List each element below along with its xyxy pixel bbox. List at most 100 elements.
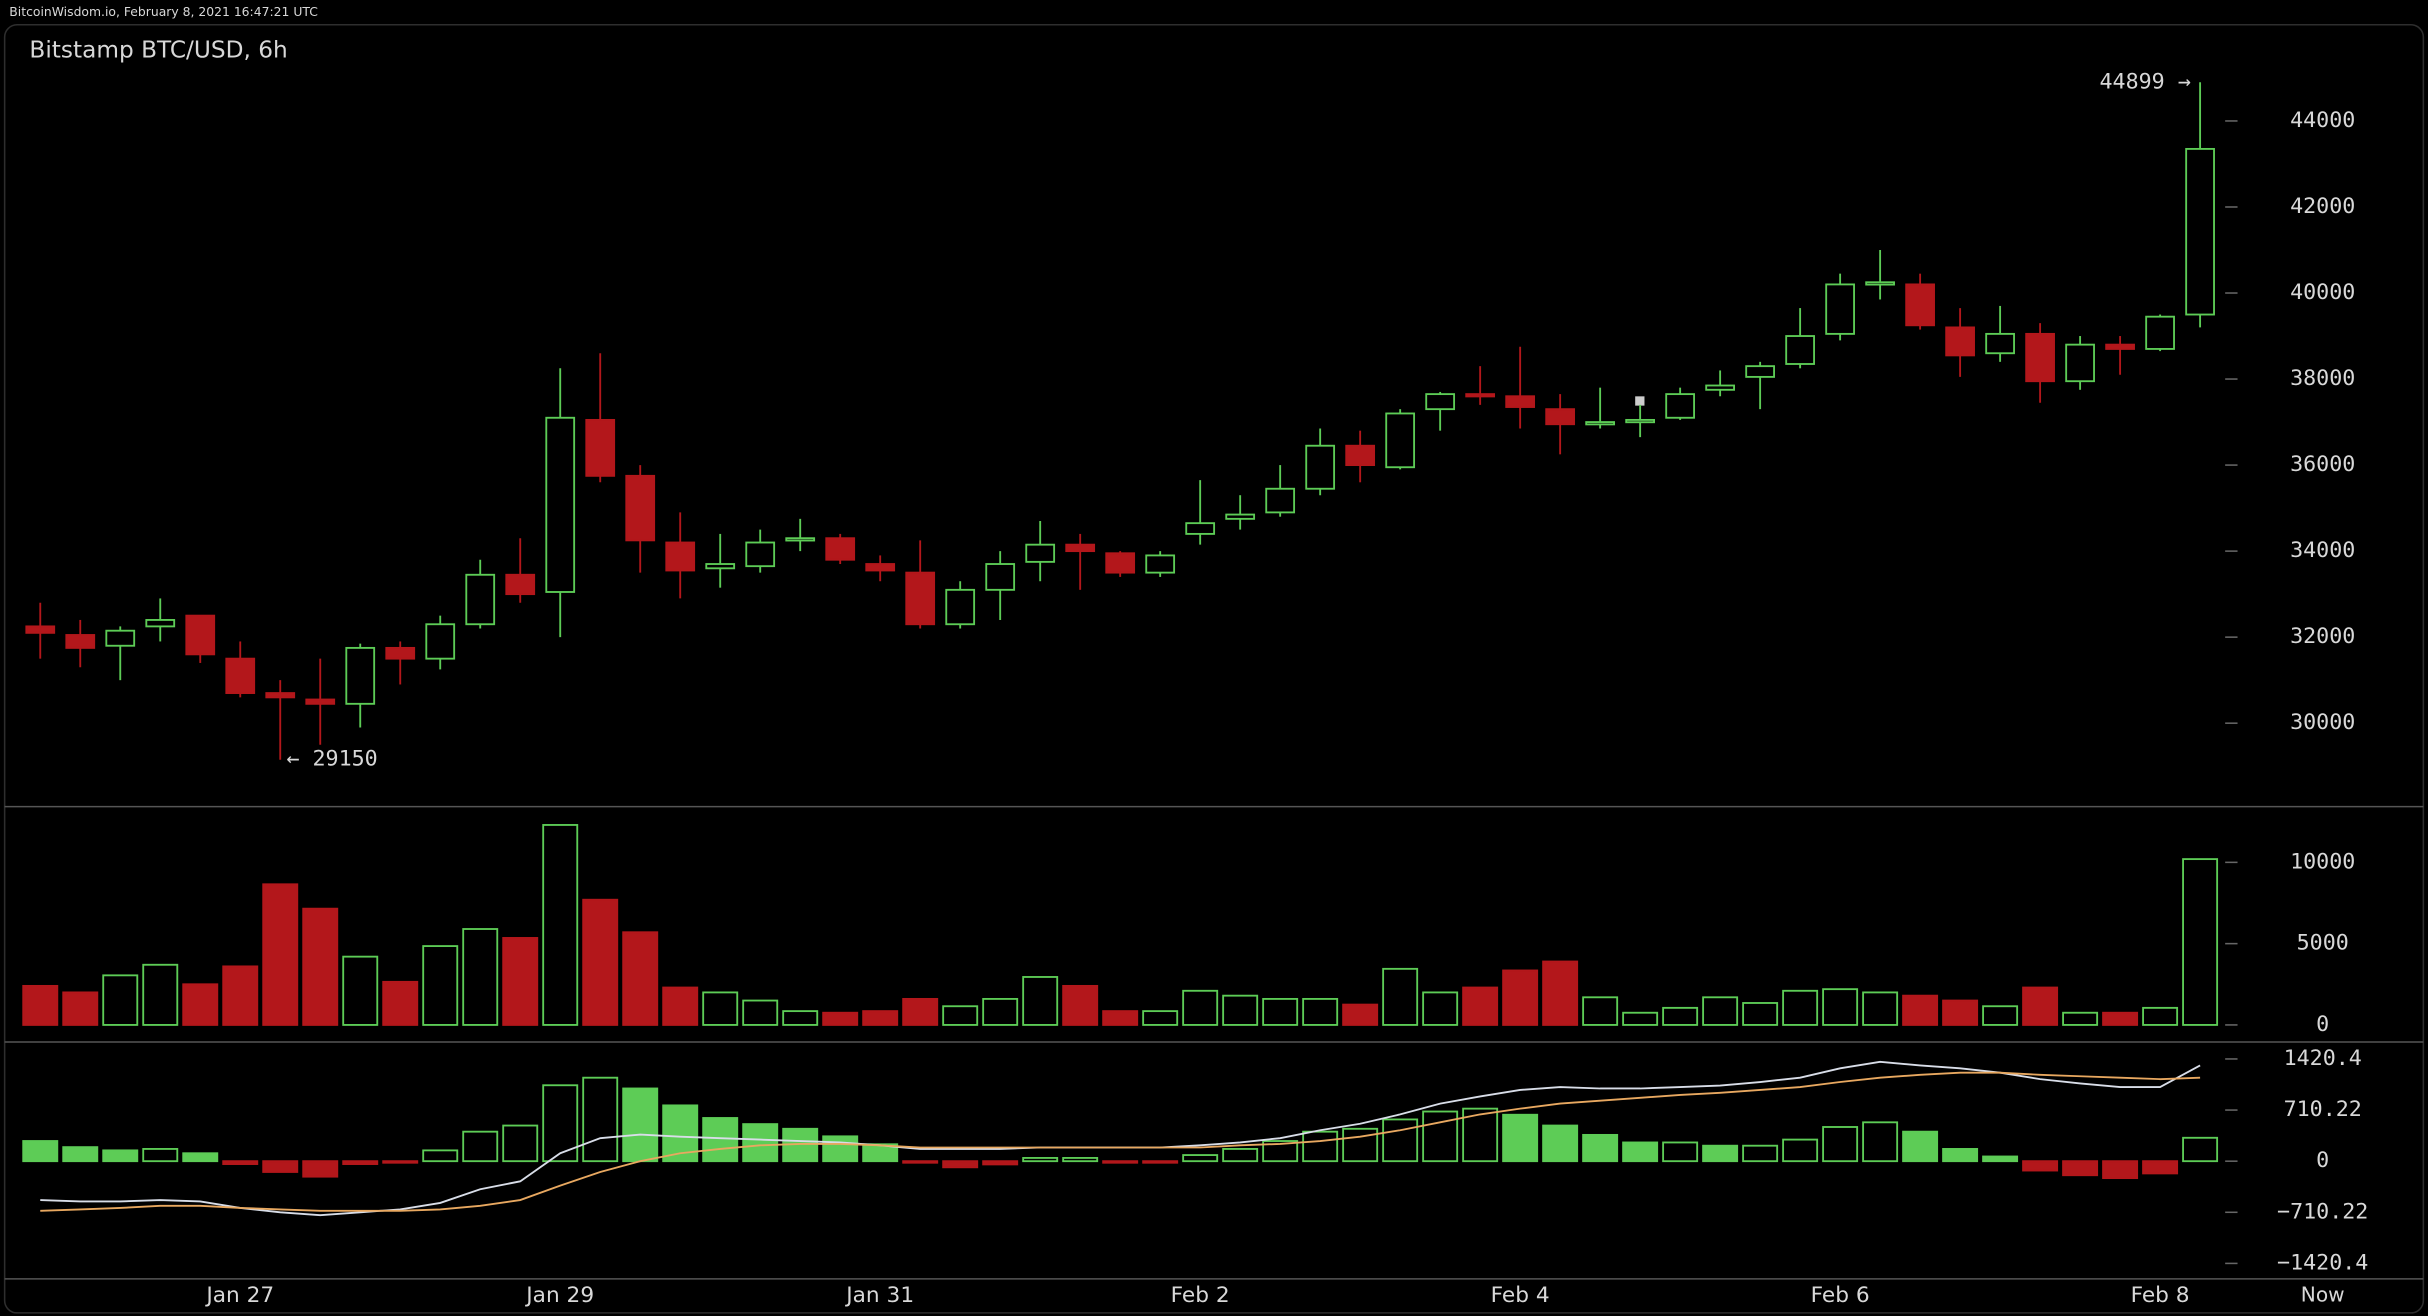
cursor-marker — [1635, 396, 1645, 406]
candle-body — [785, 537, 816, 542]
candle-body — [1585, 421, 1616, 426]
candle-body — [1785, 335, 1815, 365]
macd-histogram-bar — [622, 1087, 659, 1163]
volume-bar — [1062, 984, 1099, 1026]
candle-body — [145, 619, 176, 628]
volume-bar — [502, 937, 539, 1026]
x-end-label: Now — [2301, 1282, 2345, 1306]
candle-body — [1985, 332, 2015, 355]
volume-bar — [62, 991, 99, 1026]
volume-bar — [742, 999, 779, 1026]
header-text: BitcoinWisdom.io, February 8, 2021 16:47… — [9, 5, 318, 19]
x-tick-label: Feb 2 — [1171, 1283, 1230, 1308]
macd-histogram-bar — [2062, 1160, 2099, 1177]
candle-body — [105, 629, 136, 647]
macd-histogram-bar — [1422, 1110, 1459, 1163]
volume-bar — [462, 928, 499, 1026]
volume-bar — [942, 1005, 979, 1026]
candle-body — [625, 474, 656, 542]
candle-body — [585, 418, 616, 477]
volume-bar — [1782, 989, 1819, 1026]
candle-body — [1745, 365, 1775, 378]
volume-bar — [1902, 994, 1939, 1026]
volume-bar — [1622, 1011, 1659, 1026]
x-tick-label: Jan 29 — [524, 1283, 594, 1308]
candle-body — [225, 657, 256, 694]
macd-histogram-bar — [2022, 1160, 2059, 1172]
macd-histogram-bar — [702, 1117, 739, 1163]
volume-bar — [1422, 991, 1459, 1026]
macd-histogram-bar — [262, 1160, 299, 1173]
volume-bar — [822, 1011, 859, 1026]
volume-bar — [222, 965, 259, 1026]
macd-histogram-bar — [1982, 1155, 2019, 1163]
macd-histogram-bar — [1222, 1148, 1259, 1163]
volume-bar — [1982, 1005, 2019, 1026]
candle-body — [1825, 283, 1855, 335]
candle-body — [1865, 281, 1895, 286]
macd-histogram-bar — [502, 1124, 539, 1163]
candle-body — [1025, 543, 1056, 563]
y-tick-label: 38000 — [2290, 366, 2355, 391]
candle-body — [2065, 343, 2095, 383]
volume-bar — [1462, 986, 1499, 1026]
candle-body — [1265, 487, 1296, 514]
macd-histogram-bar — [1862, 1121, 1899, 1163]
volume-bar — [982, 997, 1019, 1026]
candle-body — [1705, 384, 1735, 391]
volume-bar — [582, 898, 619, 1026]
candle-body — [505, 573, 536, 596]
volume-bar — [142, 963, 179, 1026]
high-annotation: 44899 → — [2100, 69, 2191, 94]
x-tick-label: Feb 8 — [2131, 1283, 2190, 1308]
macd-histogram-bar — [1702, 1144, 1739, 1163]
candle-body — [1505, 395, 1536, 408]
macd-histogram-bar — [1822, 1126, 1859, 1163]
candle-body — [1105, 552, 1136, 574]
volume-bar — [1582, 996, 1619, 1026]
volume-bar — [2142, 1006, 2179, 1026]
y-tick-label: 40000 — [2290, 280, 2355, 305]
volume-bar — [1302, 997, 1339, 1026]
volume-bar — [1542, 960, 1579, 1026]
candle-body — [705, 563, 736, 570]
macd-histogram-bar — [1782, 1138, 1819, 1163]
x-tick-label: Feb 4 — [1491, 1283, 1550, 1308]
macd-histogram-bar — [1142, 1160, 1179, 1164]
macd-histogram-bar — [1742, 1144, 1779, 1163]
macd-histogram-bar — [102, 1149, 139, 1163]
macd-histogram-bar — [302, 1160, 339, 1178]
candle-body — [1385, 412, 1416, 469]
candle-body — [265, 692, 296, 699]
volume-bar — [1862, 991, 1899, 1026]
macd-histogram-bar — [1622, 1141, 1659, 1163]
candle-body — [1905, 283, 1935, 327]
y-tick-label: 36000 — [2290, 452, 2355, 477]
candle-body — [945, 588, 976, 626]
volume-bar — [1142, 1010, 1179, 1026]
volume-bar — [1942, 999, 1979, 1026]
candle-body — [1185, 522, 1216, 535]
y-tick-label: 34000 — [2290, 538, 2355, 563]
macd-histogram-bar — [62, 1146, 99, 1163]
y-tick-label: 5000 — [2297, 931, 2349, 956]
macd-histogram-bar — [1262, 1140, 1299, 1163]
macd-histogram-bar — [1342, 1127, 1379, 1163]
y-tick-label: 10000 — [2290, 849, 2355, 874]
candle-body — [1305, 444, 1336, 490]
y-tick-label: 0 — [2316, 1012, 2329, 1037]
volume-bar — [1502, 969, 1539, 1026]
macd-histogram-bar — [582, 1076, 619, 1163]
macd-histogram-bar — [182, 1152, 219, 1163]
volume-bar — [542, 824, 579, 1026]
candle-body — [1945, 326, 1975, 357]
candle-body — [465, 573, 496, 626]
macd-histogram-bar — [1302, 1130, 1339, 1163]
volume-bar — [102, 974, 139, 1026]
y-tick-label: −1420.4 — [2277, 1250, 2368, 1275]
macd-histogram-bar — [1542, 1124, 1579, 1163]
volume-bar — [862, 1010, 899, 1026]
low-annotation: ← 29150 — [286, 747, 377, 772]
